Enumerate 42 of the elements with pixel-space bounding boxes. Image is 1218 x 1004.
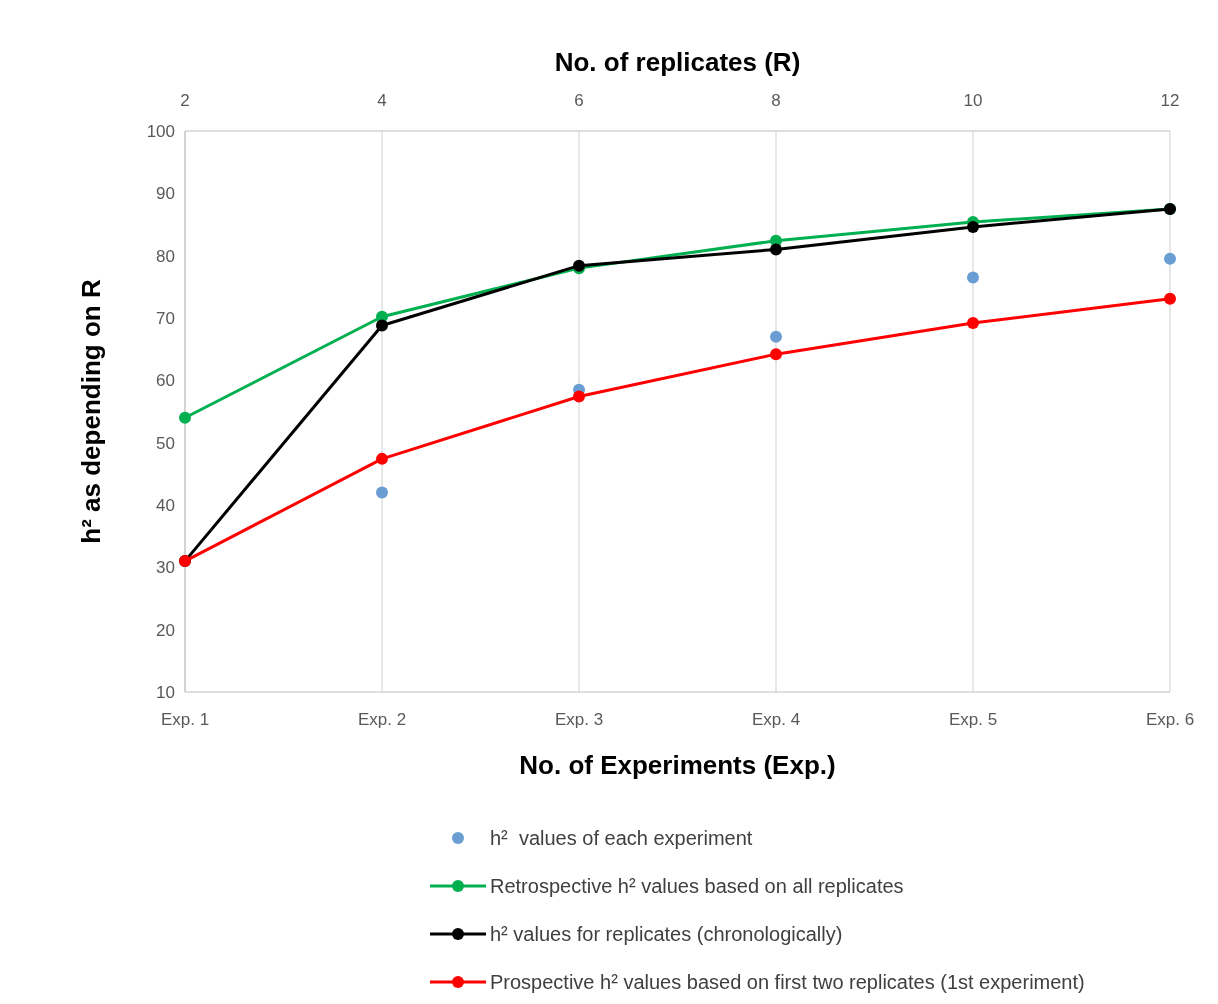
y-axis-title: h² as depending on R — [76, 279, 106, 544]
point — [573, 390, 585, 403]
point — [179, 411, 191, 424]
y-tick-label: 90 — [156, 184, 175, 204]
x2-tick-label: 12 — [1160, 91, 1180, 110]
x2-tick-label: 4 — [377, 91, 387, 110]
y-tick-label: 80 — [156, 246, 175, 266]
x2-tick-label: 10 — [963, 91, 983, 110]
point — [376, 319, 388, 332]
x-tick-label: Exp. 6 — [1145, 710, 1195, 729]
point — [376, 486, 388, 499]
point — [967, 271, 979, 284]
y-tick-label: 100 — [146, 121, 175, 141]
point — [967, 316, 979, 329]
x-tick-label: Exp. 3 — [554, 710, 604, 729]
x2-tick-label: 8 — [771, 91, 781, 110]
legend-label: Retrospective h² values based on all replicates — [490, 875, 904, 897]
x-tick-label: Exp. 1 — [160, 710, 210, 729]
y-tick-label: 60 — [156, 371, 175, 391]
legend-label: Prospective h² values based on first two replicates (1st experiment) — [490, 971, 1085, 993]
x-tick-label: Exp. 2 — [357, 710, 407, 729]
point — [967, 220, 979, 233]
x2-tick-label: 2 — [180, 91, 190, 110]
legend-label: h² values of each experiment — [490, 827, 753, 849]
point — [1164, 292, 1176, 305]
x-axis-title: No. of Experiments (Exp.) — [519, 750, 836, 780]
x-tick-label: Exp. 5 — [948, 710, 998, 729]
point — [770, 348, 782, 361]
x2-tick-label: 6 — [574, 91, 584, 110]
y-tick-label: 10 — [156, 682, 175, 702]
point — [770, 243, 782, 256]
point — [1164, 252, 1176, 265]
point — [376, 452, 388, 465]
x-tick-label: Exp. 4 — [751, 710, 801, 729]
legend-label: h² values for replicates (chronologically) — [490, 923, 843, 945]
y-tick-label: 30 — [156, 558, 175, 578]
y-tick-label: 70 — [156, 308, 175, 328]
x2-axis-title: No. of replicates (R) — [554, 47, 801, 77]
y-tick-label: 20 — [156, 620, 175, 640]
y-tick-label: 50 — [156, 433, 175, 453]
y-tick-label: 40 — [156, 495, 175, 515]
point — [770, 330, 782, 343]
